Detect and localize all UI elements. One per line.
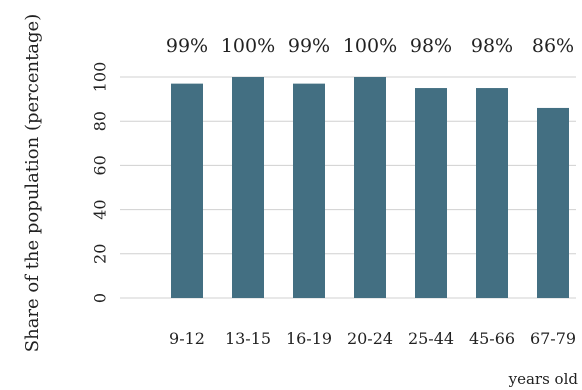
y-tick-label: 60 [91,155,110,175]
data-label: 99% [166,35,208,57]
x-tick-label: 67-79 [530,329,576,348]
y-tick-label: 100 [91,62,110,93]
y-tick-label: 0 [91,293,110,303]
bar [537,107,569,298]
x-tick-label: 9-12 [169,329,205,348]
bars [171,77,569,298]
data-label: 100% [343,35,397,57]
x-tick-label: 13-15 [225,329,271,348]
data-label: 100% [221,35,275,57]
y-axis-title: Share of the population (percentage) [22,14,43,352]
bar [232,77,264,298]
x-tick-label: 20-24 [347,329,393,348]
y-tick-label: 80 [91,111,110,131]
bar [171,83,203,298]
y-tick-label: 20 [91,244,110,264]
data-label: 98% [410,35,452,57]
y-tick-label: 40 [91,199,110,219]
x-tick-labels: 9-12 13-15 16-19 20-24 25-44 45-66 67-79 [169,329,576,348]
bar [354,77,386,298]
data-labels: 99% 100% 99% 100% 98% 98% 86% [166,35,574,57]
bar [415,88,447,298]
data-label: 86% [532,35,574,57]
data-label: 99% [288,35,330,57]
bar [293,83,325,298]
x-tick-label: 25-44 [408,329,454,348]
x-axis-title: years old [508,370,579,388]
data-label: 98% [471,35,513,57]
x-tick-label: 45-66 [469,329,515,348]
bar [476,88,508,298]
x-tick-label: 16-19 [286,329,332,348]
y-tick-labels: 0 20 40 60 80 100 [91,62,110,303]
